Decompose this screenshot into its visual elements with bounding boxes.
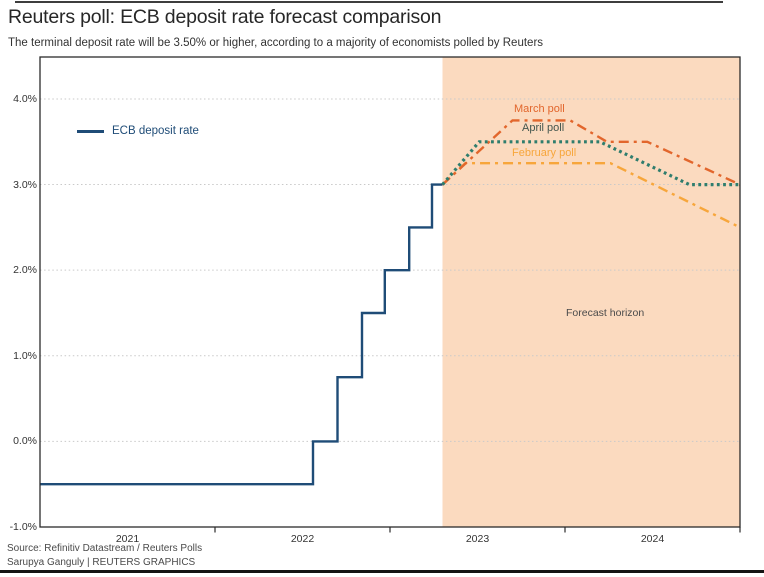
y-axis-tick-label: 3.0% [13,178,37,191]
x-axis-tick-label: 2022 [290,533,315,545]
y-axis-tick-label: -1.0% [9,521,37,533]
x-axis-tick-label: 2021 [115,533,140,545]
source-text: Source: Refinitiv Datastream / Reuters P… [7,543,203,554]
bottom-divider [0,570,764,573]
y-axis-tick-label: 1.0% [13,349,37,362]
credit-text: Sarupya Ganguly | REUTERS GRAPHICS [7,557,196,568]
page-title: Reuters poll: ECB deposit rate forecast … [8,6,442,28]
legend: ECB deposit rate [77,125,199,137]
y-axis-tick-label: 0.0% [13,435,37,448]
march-poll-label: March poll [514,103,565,115]
x-axis-tick-label: 2023 [465,533,490,545]
top-divider [15,1,723,3]
legend-label: ECB deposit rate [112,125,199,137]
y-axis-tick-label: 4.0% [13,92,37,105]
page-subtitle: The terminal deposit rate will be 3.50% … [8,37,544,49]
april-poll-label: April poll [522,122,565,134]
legend-line-swatch [77,129,104,133]
x-axis-tick-label: 2024 [640,533,665,545]
forecast-horizon-label: Forecast horizon [566,307,645,319]
y-axis-tick-label: 2.0% [13,264,37,277]
february-poll-label: February poll [512,147,577,159]
